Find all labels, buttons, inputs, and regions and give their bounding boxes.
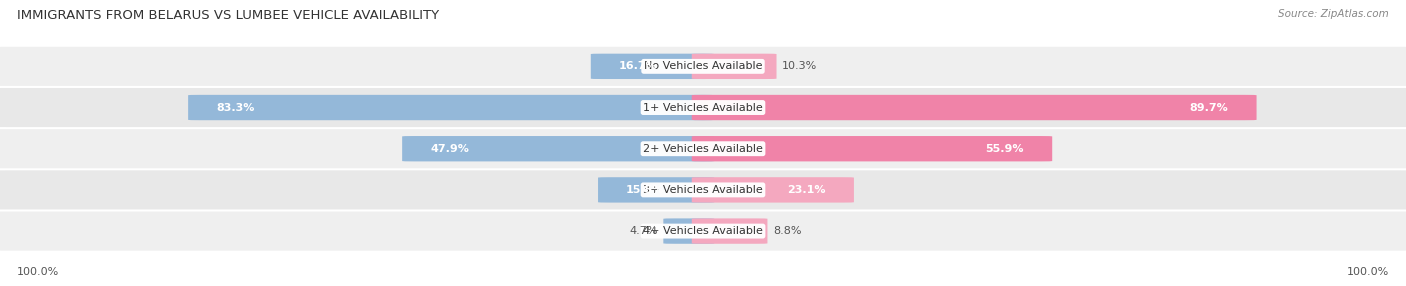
Text: 4+ Vehicles Available: 4+ Vehicles Available bbox=[643, 226, 763, 236]
Text: 1+ Vehicles Available: 1+ Vehicles Available bbox=[643, 103, 763, 112]
Text: IMMIGRANTS FROM BELARUS VS LUMBEE VEHICLE AVAILABILITY: IMMIGRANTS FROM BELARUS VS LUMBEE VEHICL… bbox=[17, 9, 439, 21]
Text: 2+ Vehicles Available: 2+ Vehicles Available bbox=[643, 144, 763, 154]
FancyBboxPatch shape bbox=[0, 212, 1406, 251]
Text: 55.9%: 55.9% bbox=[986, 144, 1024, 154]
FancyBboxPatch shape bbox=[0, 47, 1406, 86]
Text: No Vehicles Available: No Vehicles Available bbox=[644, 61, 762, 71]
FancyBboxPatch shape bbox=[692, 95, 1257, 120]
FancyBboxPatch shape bbox=[591, 54, 714, 79]
FancyBboxPatch shape bbox=[692, 136, 1052, 161]
Text: 4.7%: 4.7% bbox=[630, 226, 658, 236]
FancyBboxPatch shape bbox=[0, 88, 1406, 127]
FancyBboxPatch shape bbox=[598, 177, 714, 202]
Text: 15.5%: 15.5% bbox=[626, 185, 665, 195]
Text: 47.9%: 47.9% bbox=[430, 144, 470, 154]
FancyBboxPatch shape bbox=[188, 95, 714, 120]
FancyBboxPatch shape bbox=[0, 129, 1406, 168]
FancyBboxPatch shape bbox=[664, 219, 714, 244]
Text: 100.0%: 100.0% bbox=[17, 267, 59, 277]
Text: 8.8%: 8.8% bbox=[773, 226, 801, 236]
Text: Source: ZipAtlas.com: Source: ZipAtlas.com bbox=[1278, 9, 1389, 19]
FancyBboxPatch shape bbox=[692, 177, 853, 202]
FancyBboxPatch shape bbox=[402, 136, 714, 161]
FancyBboxPatch shape bbox=[692, 54, 776, 79]
FancyBboxPatch shape bbox=[692, 219, 768, 244]
Text: 83.3%: 83.3% bbox=[217, 103, 254, 112]
Text: 89.7%: 89.7% bbox=[1189, 103, 1229, 112]
Text: 100.0%: 100.0% bbox=[1347, 267, 1389, 277]
Text: 16.7%: 16.7% bbox=[619, 61, 658, 71]
Text: 10.3%: 10.3% bbox=[782, 61, 817, 71]
Text: 23.1%: 23.1% bbox=[787, 185, 825, 195]
FancyBboxPatch shape bbox=[0, 170, 1406, 209]
Text: 3+ Vehicles Available: 3+ Vehicles Available bbox=[643, 185, 763, 195]
